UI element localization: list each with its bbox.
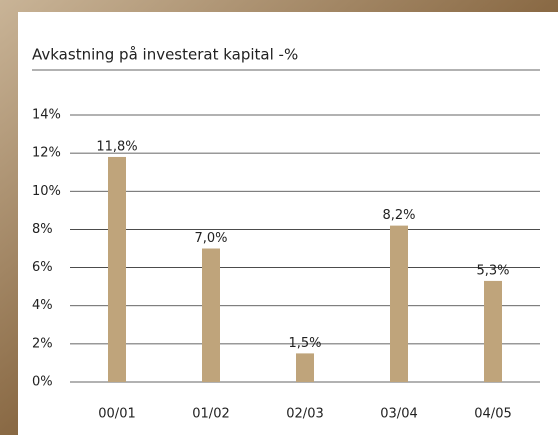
x-tick-label: 03/04 xyxy=(380,407,417,422)
bar xyxy=(108,156,126,382)
x-tick-label: 00/01 xyxy=(98,407,135,422)
value-label: 5,3% xyxy=(476,263,509,278)
y-tick-label: 12% xyxy=(32,146,61,161)
y-tick-label: 10% xyxy=(32,184,61,199)
x-tick-label: 04/05 xyxy=(474,407,511,422)
bar xyxy=(484,280,502,382)
y-tick-label: 6% xyxy=(32,260,53,275)
x-tick-label: 01/02 xyxy=(192,407,229,422)
y-tick-label: 8% xyxy=(32,222,53,237)
value-label: 8,2% xyxy=(382,208,415,223)
chart-title: Avkastning på investerat kapital -% xyxy=(32,46,298,64)
y-tick-label: 14% xyxy=(32,108,61,123)
bar xyxy=(296,353,314,382)
value-label: 1,5% xyxy=(288,336,321,351)
panel xyxy=(18,12,558,435)
x-tick-label: 02/03 xyxy=(286,407,323,422)
value-label: 7,0% xyxy=(194,231,227,246)
value-label: 11,8% xyxy=(96,139,137,154)
y-tick-label: 2% xyxy=(32,336,53,351)
bar xyxy=(390,225,408,382)
y-tick-label: 4% xyxy=(32,298,53,313)
bar xyxy=(202,248,220,382)
y-tick-label: 0% xyxy=(32,375,53,390)
